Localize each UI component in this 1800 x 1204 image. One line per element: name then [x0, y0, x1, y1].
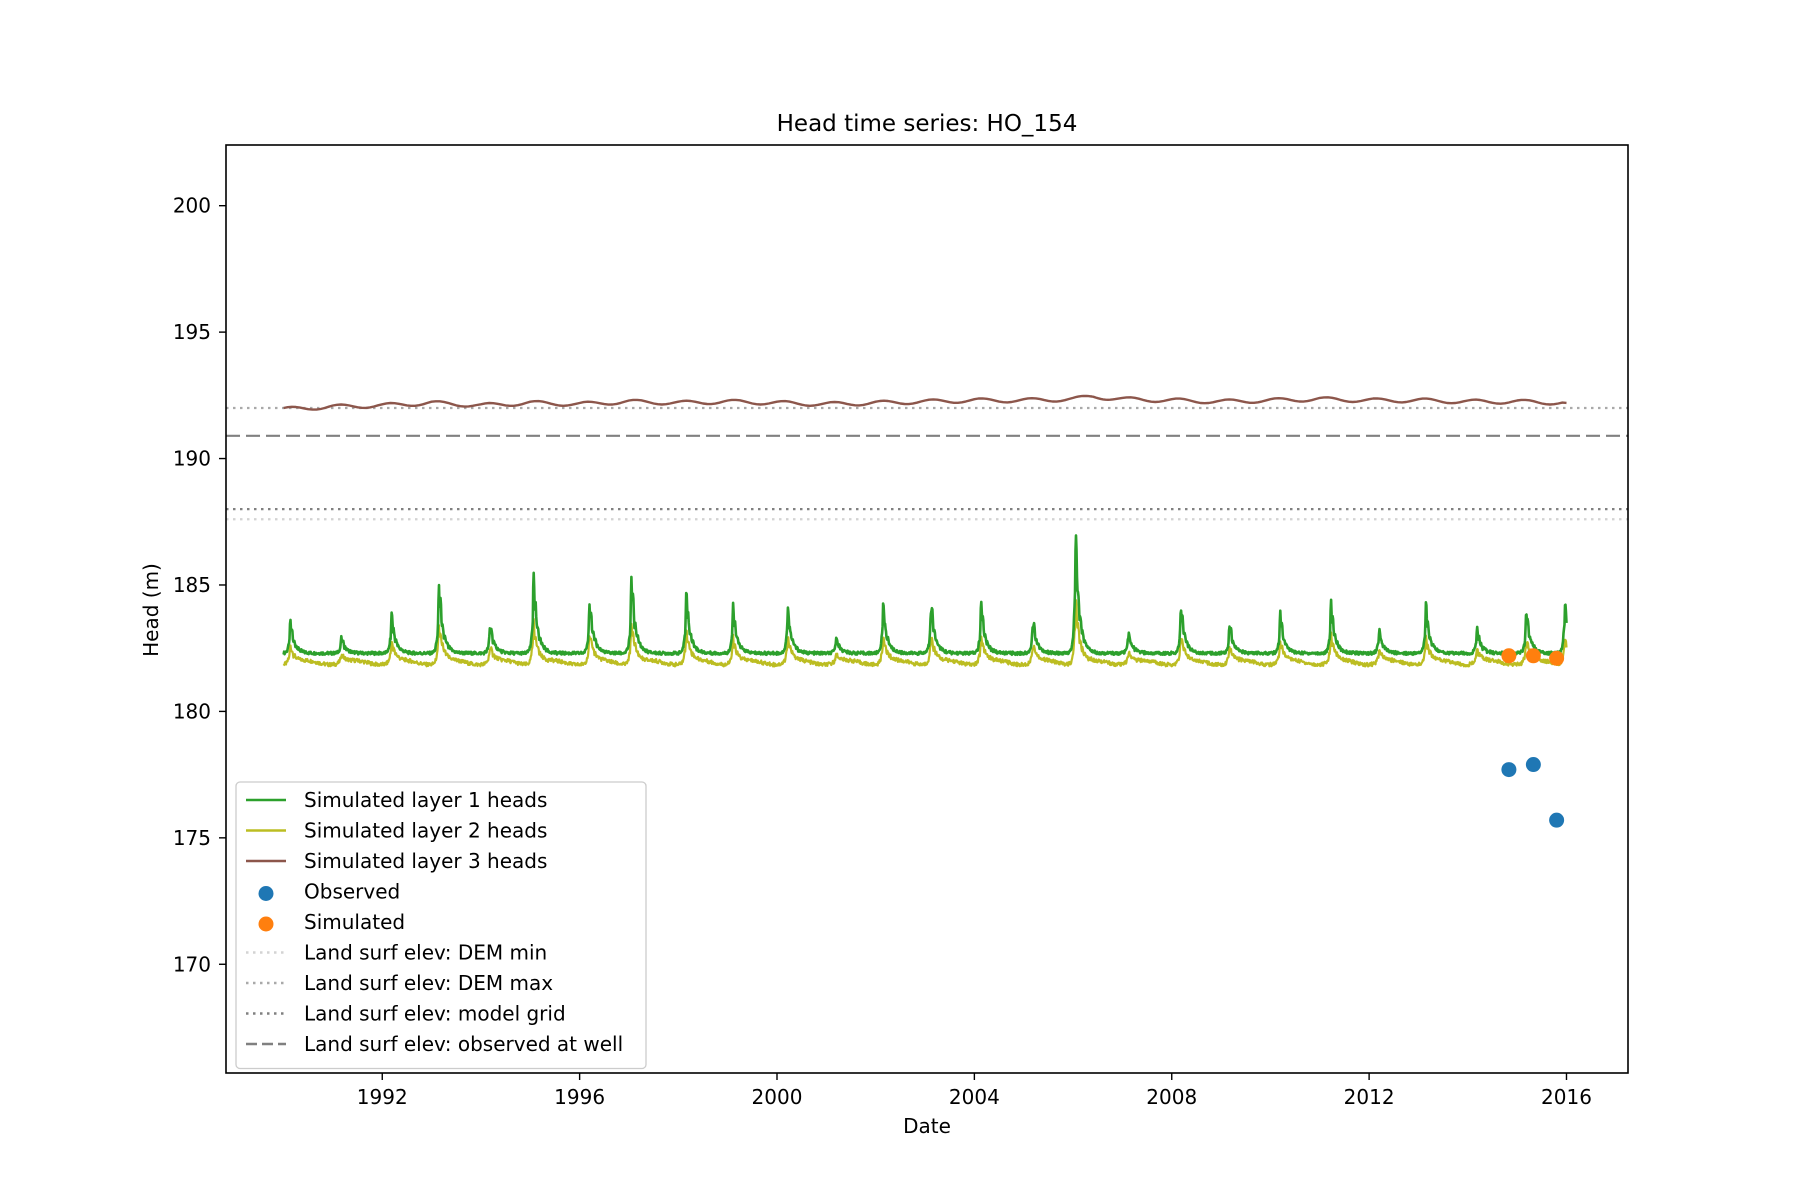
legend-marker-observed — [258, 886, 274, 901]
y-tick-label-175: 175 — [173, 826, 211, 850]
x-tick-label-2000: 2000 — [752, 1085, 803, 1109]
x-tick-label-2012: 2012 — [1344, 1085, 1395, 1109]
legend-label-simulated-layer-3-heads: Simulated layer 3 heads — [304, 849, 547, 873]
y-tick-label-190: 190 — [173, 447, 211, 471]
y-tick-label-170: 170 — [173, 952, 211, 976]
legend-box — [235, 781, 647, 1070]
legend-label-land-surf-elev-model-grid: Land surf elev: model grid — [304, 1002, 566, 1026]
plot-content — [226, 394, 1628, 828]
x-tick-label-1992: 1992 — [357, 1085, 408, 1109]
legend-label-land-surf-elev-dem-max: Land surf elev: DEM max — [304, 971, 553, 995]
legend-marker-simulated — [258, 916, 274, 932]
axes: 1992 1996 2000 2004 2008 2012 2016 170 175 180 185… — [173, 144, 1629, 1109]
x-tick-label-2016: 2016 — [1541, 1085, 1592, 1109]
simulated-point-1 — [1501, 648, 1517, 664]
y-tick-label-200: 200 — [173, 194, 211, 218]
y-tick-label-185: 185 — [173, 573, 211, 597]
legend: Simulated layer 1 heads Simulated layer 2… — [235, 781, 647, 1070]
legend-label-observed: Observed — [304, 880, 400, 904]
x-tick-label-2004: 2004 — [949, 1085, 1000, 1109]
x-tick-label-1996: 1996 — [554, 1085, 605, 1109]
legend-label-land-surf-elev-dem-min: Land surf elev: DEM min — [304, 941, 547, 965]
x-axis-label: Date — [903, 1114, 951, 1138]
x-tick-label-2008: 2008 — [1146, 1085, 1197, 1109]
simulated-point-3 — [1549, 650, 1565, 666]
simulated-point-2 — [1525, 648, 1541, 664]
series-layer-3-heads — [283, 394, 1567, 411]
axes-frame — [225, 144, 1629, 1074]
observed-point-1 — [1501, 762, 1517, 778]
chart-title: Head time series: HO_154 — [777, 111, 1078, 137]
legend-label-simulated: Simulated — [304, 910, 405, 934]
y-axis-label: Head (m) — [139, 563, 163, 657]
series-layer-2-heads — [282, 599, 1568, 668]
observed-point-3 — [1549, 812, 1565, 828]
legend-label-simulated-layer-2-heads: Simulated layer 2 heads — [304, 819, 547, 843]
plot-area — [226, 394, 1628, 828]
y-tick-label-180: 180 — [173, 699, 211, 723]
y-tick-label-195: 195 — [173, 320, 211, 344]
legend-label-land-surf-elev-observed-at-well: Land surf elev: observed at well — [304, 1032, 623, 1056]
series-layer-1-heads — [282, 534, 1568, 657]
observed-point-2 — [1525, 757, 1541, 773]
legend-label-simulated-layer-1-heads: Simulated layer 1 heads — [304, 788, 547, 812]
